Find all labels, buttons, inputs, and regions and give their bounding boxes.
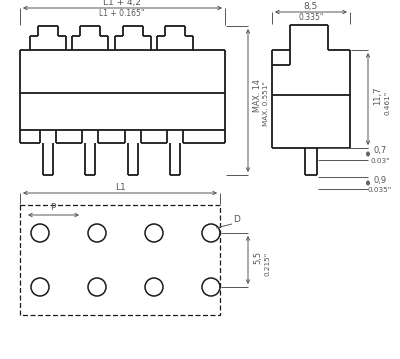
Text: 0.035": 0.035" <box>368 187 392 193</box>
Text: 11,7: 11,7 <box>374 87 382 105</box>
Bar <box>20 205 220 315</box>
Text: 0.461": 0.461" <box>385 91 391 115</box>
Text: 5,5: 5,5 <box>254 251 262 264</box>
Text: L1 + 0.165": L1 + 0.165" <box>99 9 145 19</box>
Text: MAX. 14: MAX. 14 <box>252 80 262 112</box>
Text: D: D <box>234 215 240 224</box>
Text: P: P <box>50 204 56 213</box>
Text: 0.215": 0.215" <box>265 252 271 276</box>
Text: 0.335": 0.335" <box>298 14 324 23</box>
Text: L1: L1 <box>115 182 125 191</box>
Text: 0,7: 0,7 <box>373 146 387 155</box>
Text: L1 + 4,2: L1 + 4,2 <box>103 0 141 8</box>
Text: MAX. 0.551": MAX. 0.551" <box>263 81 269 126</box>
Text: 0,9: 0,9 <box>374 176 386 185</box>
Text: 0.03": 0.03" <box>370 158 390 164</box>
Text: 8,5: 8,5 <box>304 3 318 11</box>
